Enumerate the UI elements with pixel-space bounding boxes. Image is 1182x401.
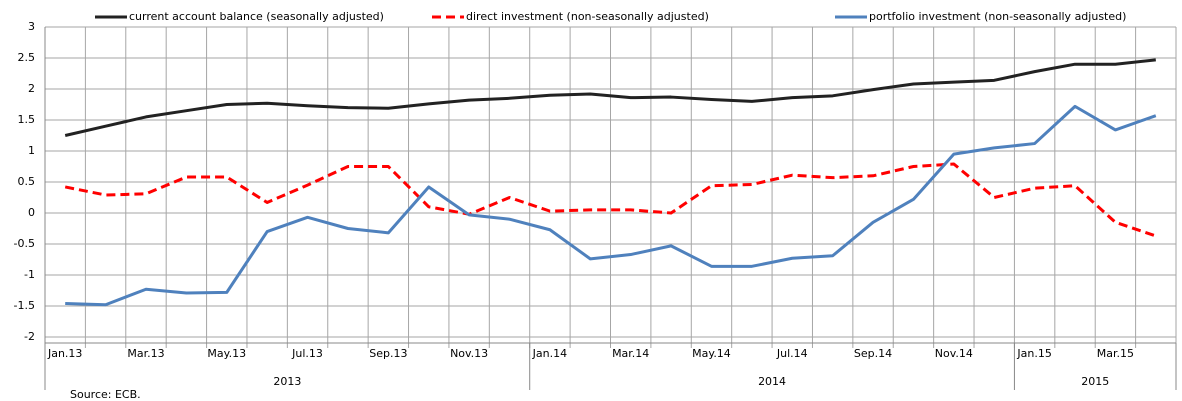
series-line	[65, 104, 1157, 307]
x-tick-label: May.14	[692, 347, 731, 360]
year-label: 2014	[758, 375, 786, 388]
legend-label: current account balance (seasonally adju…	[129, 10, 384, 23]
x-tick-label: May.13	[207, 347, 246, 360]
y-tick-label: -0.5	[14, 237, 35, 250]
y-tick-label: -2	[24, 330, 35, 343]
y-tick-label: -1	[24, 268, 35, 281]
y-tick-label: 2	[28, 82, 35, 95]
legend-label: portfolio investment (non-seasonally adj…	[869, 10, 1126, 23]
x-tick-label: Nov.13	[450, 347, 488, 360]
x-tick-label: Jan.15	[1016, 347, 1051, 360]
y-tick-label: -1.5	[14, 299, 35, 312]
legend-label: direct investment (non-seasonally adjust…	[466, 10, 709, 23]
y-tick-label: 2.5	[18, 51, 36, 64]
y-tick-label: 0.5	[18, 175, 36, 188]
x-tick-label: Jan.14	[532, 347, 567, 360]
year-label: 2015	[1081, 375, 1109, 388]
y-tick-label: 0	[28, 206, 35, 219]
series-line	[64, 162, 1157, 238]
year-label: 2013	[273, 375, 301, 388]
x-tick-label: Jul.14	[776, 347, 808, 360]
x-tick-label: Nov.14	[935, 347, 973, 360]
y-tick-label: 3	[28, 20, 35, 33]
series-line	[64, 58, 1156, 137]
x-tick-label: Sep.13	[369, 347, 407, 360]
x-tick-label: Sep.14	[854, 347, 892, 360]
x-tick-label: Mar.14	[612, 347, 649, 360]
x-tick-label: Jan.13	[47, 347, 82, 360]
y-tick-label: 1	[28, 144, 35, 157]
y-tick-label: 1.5	[18, 113, 36, 126]
x-tick-label: Mar.15	[1097, 347, 1134, 360]
x-tick-label: Jul.13	[291, 347, 323, 360]
source-note: Source: ECB.	[70, 388, 141, 401]
x-tick-label: Mar.13	[127, 347, 164, 360]
